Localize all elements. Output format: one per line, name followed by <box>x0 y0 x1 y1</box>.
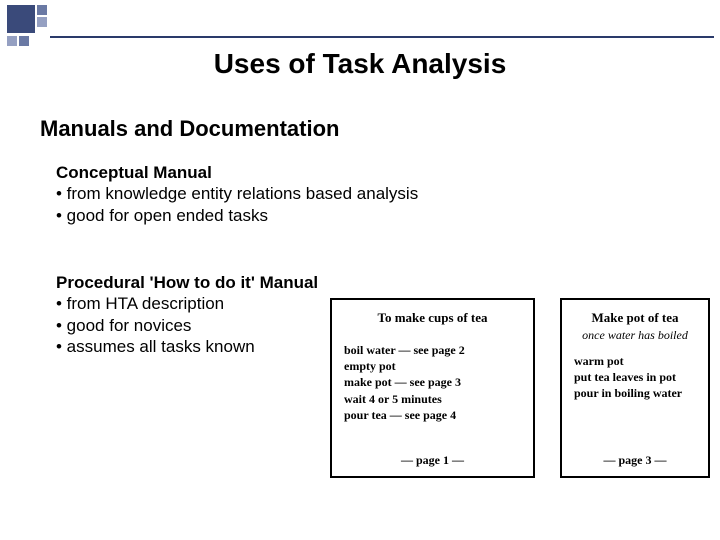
procedural-manual-section: Procedural 'How to do it' Manual • from … <box>56 272 318 357</box>
slide-subtitle: Manuals and Documentation <box>40 116 339 142</box>
box2-subtitle: once water has boiled <box>574 328 696 343</box>
section1-bullet: • from knowledge entity relations based … <box>56 183 418 204</box>
box2-title: Make pot of tea <box>574 310 696 326</box>
box1-footer: — page 1 — <box>332 453 533 468</box>
box1-step: empty pot <box>344 358 521 374</box>
box1-steps: boil water — see page 2 empty pot make p… <box>344 342 521 423</box>
manual-page-3-box: Make pot of tea once water has boiled wa… <box>560 298 710 478</box>
box2-step: put tea leaves in pot <box>574 369 696 385</box>
section2-heading: Procedural 'How to do it' Manual <box>56 272 318 293</box>
section1-bullet: • good for open ended tasks <box>56 205 418 226</box>
box1-step: make pot — see page 3 <box>344 374 521 390</box>
section1-heading: Conceptual Manual <box>56 162 418 183</box>
box2-steps: warm pot put tea leaves in pot pour in b… <box>574 353 696 402</box>
section2-bullet: • assumes all tasks known <box>56 336 318 357</box>
box1-step: wait 4 or 5 minutes <box>344 391 521 407</box>
slide-title: Uses of Task Analysis <box>0 48 720 80</box>
box2-step: warm pot <box>574 353 696 369</box>
box1-title: To make cups of tea <box>344 310 521 326</box>
section2-bullet: • from HTA description <box>56 293 318 314</box>
box2-footer: — page 3 — <box>562 453 708 468</box>
box1-step: pour tea — see page 4 <box>344 407 521 423</box>
section2-bullet: • good for novices <box>56 315 318 336</box>
box2-step: pour in boiling water <box>574 385 696 401</box>
top-rule <box>50 36 714 38</box>
accent-squares <box>6 4 50 48</box>
conceptual-manual-section: Conceptual Manual • from knowledge entit… <box>56 162 418 226</box>
box1-step: boil water — see page 2 <box>344 342 521 358</box>
manual-page-1-box: To make cups of tea boil water — see pag… <box>330 298 535 478</box>
